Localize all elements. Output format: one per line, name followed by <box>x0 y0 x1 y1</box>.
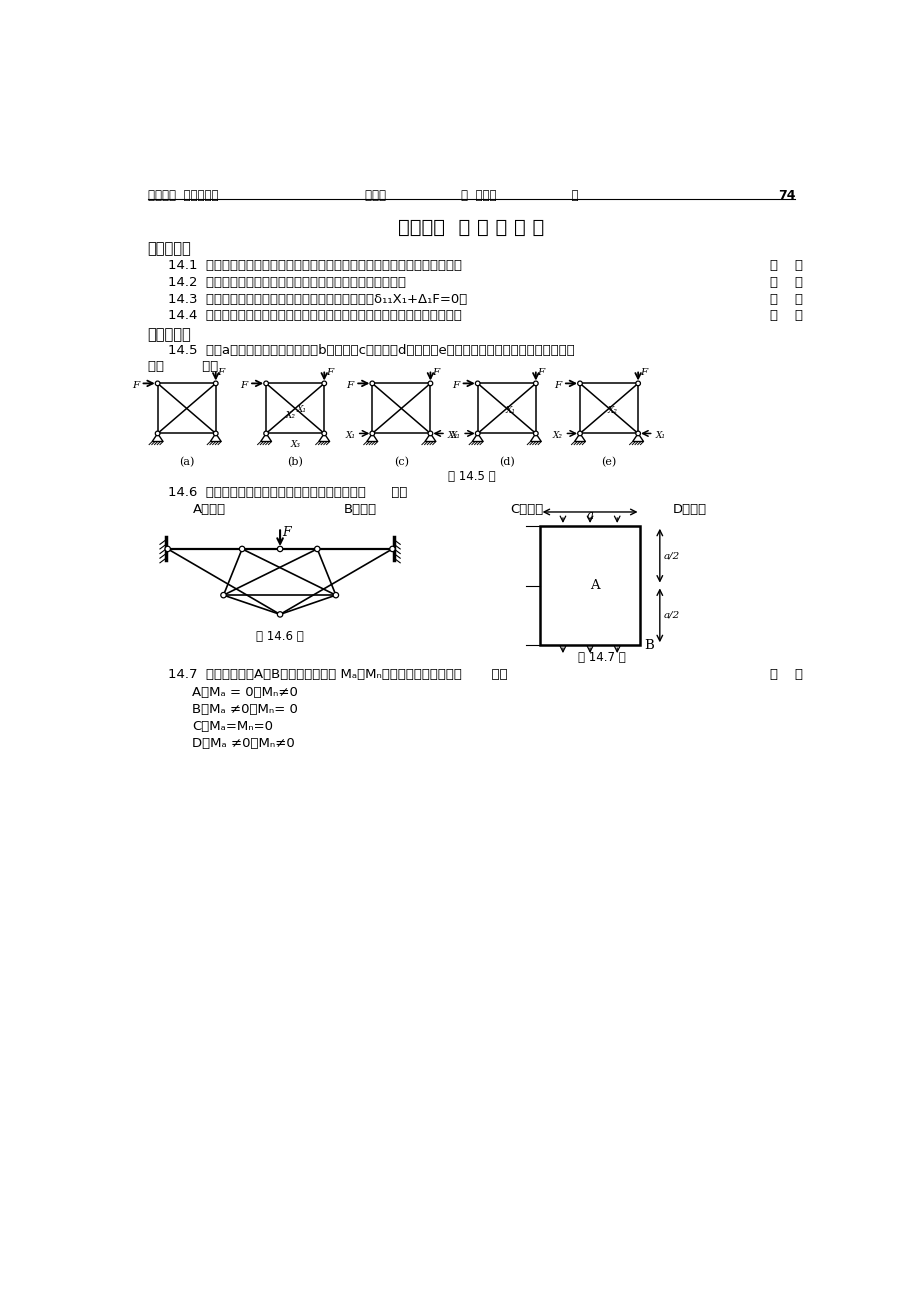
Text: B．五种: B．五种 <box>344 503 377 516</box>
Circle shape <box>333 592 338 598</box>
Text: 14.4  若结构和载荷均对称于同一轴，则结构的变形和内力必对称于该对称轴。: 14.4 若结构和载荷均对称于同一轴，则结构的变形和内力必对称于该对称轴。 <box>167 310 461 323</box>
Text: 题 14.5 图: 题 14.5 图 <box>448 470 494 483</box>
Circle shape <box>533 381 538 385</box>
Text: a/2: a/2 <box>663 611 679 620</box>
Text: X₁: X₁ <box>505 406 515 415</box>
Text: 第十四章  静 不 定 结 构: 第十四章 静 不 定 结 构 <box>398 217 544 237</box>
Text: (e): (e) <box>601 457 616 467</box>
Circle shape <box>427 431 432 436</box>
Text: X₁: X₁ <box>450 431 460 440</box>
Circle shape <box>277 612 282 617</box>
Circle shape <box>533 431 538 436</box>
Text: B．Mₐ ≠0，Mₙ= 0: B．Mₐ ≠0，Mₙ= 0 <box>192 703 298 716</box>
Circle shape <box>475 431 480 436</box>
Text: 二、选择题: 二、选择题 <box>147 327 191 342</box>
Bar <box>539 526 640 646</box>
Text: X₁: X₁ <box>296 405 306 414</box>
Text: F: F <box>537 368 544 378</box>
Text: X₂: X₂ <box>447 431 457 440</box>
Circle shape <box>635 431 640 436</box>
Text: 14.1  静不定结构的相当系统和补充方程不是唯一的，但其解答结果是唯一的。: 14.1 静不定结构的相当系统和补充方程不是唯一的，但其解答结果是唯一的。 <box>167 259 461 272</box>
Text: 14.7  图示刚架截面A、B上的弯矩分别为 Mₐ和Mₙ，由结构对称性可知（       ）。: 14.7 图示刚架截面A、B上的弯矩分别为 Mₐ和Mₙ，由结构对称性可知（ ）。 <box>167 668 506 681</box>
Text: 学号（                    ）  姓名（                    ）: 学号（ ） 姓名（ ） <box>364 189 578 202</box>
Text: （    ）: （ ） <box>769 293 802 306</box>
Text: X₁: X₁ <box>654 431 664 440</box>
Circle shape <box>390 547 395 552</box>
Text: 第十四章  静不定结构: 第十四章 静不定结构 <box>147 189 218 202</box>
Text: X₂: X₂ <box>552 431 562 440</box>
Text: 14.3  对于各种静不定问题，力法正则方程总可以写成δ₁₁X₁+Δ₁F=0。: 14.3 对于各种静不定问题，力法正则方程总可以写成δ₁₁X₁+Δ₁F=0。 <box>167 293 467 306</box>
Text: F: F <box>346 381 353 391</box>
Text: D．六种: D．六种 <box>673 503 707 516</box>
Text: C．四种: C．四种 <box>510 503 543 516</box>
Text: F: F <box>282 526 290 539</box>
Text: 题 14.7 图: 题 14.7 图 <box>577 651 625 664</box>
Text: A．三种: A．三种 <box>192 503 225 516</box>
Text: F: F <box>217 368 224 378</box>
Circle shape <box>155 381 160 385</box>
Text: 是（         ）。: 是（ ）。 <box>147 361 218 374</box>
Text: （    ）: （ ） <box>769 310 802 323</box>
Circle shape <box>155 431 160 436</box>
Circle shape <box>577 381 582 385</box>
Text: （    ）: （ ） <box>769 259 802 272</box>
Text: X₂: X₂ <box>607 406 618 415</box>
Text: X₁: X₁ <box>345 431 355 440</box>
Text: （    ）: （ ） <box>769 668 802 681</box>
Circle shape <box>635 381 640 385</box>
Circle shape <box>213 381 218 385</box>
Circle shape <box>369 381 374 385</box>
Circle shape <box>277 547 282 552</box>
Text: F: F <box>432 368 438 378</box>
Circle shape <box>577 431 582 436</box>
Text: a: a <box>586 509 593 522</box>
Text: (a): (a) <box>179 457 194 467</box>
Circle shape <box>221 592 226 598</box>
Circle shape <box>264 431 268 436</box>
Text: 14.2  工程中各种结构的支座沉陷都将引起结构的变形和应力。: 14.2 工程中各种结构的支座沉陷都将引起结构的变形和应力。 <box>167 276 405 289</box>
Circle shape <box>475 381 480 385</box>
Circle shape <box>322 381 326 385</box>
Text: F: F <box>451 381 459 391</box>
Text: D．Mₐ ≠0，Mₙ≠0: D．Mₐ ≠0，Mₙ≠0 <box>192 737 295 750</box>
Text: (d): (d) <box>498 457 514 467</box>
Circle shape <box>369 431 374 436</box>
Text: X₂: X₂ <box>285 410 295 419</box>
Text: C．Mₐ=Mₙ=0: C．Mₐ=Mₙ=0 <box>192 720 273 733</box>
Text: 14.5  图（a）所示静不定桁架，图（b）、图（c）、图（d）、图（e）表示其四种相当系统，其中正确的: 14.5 图（a）所示静不定桁架，图（b）、图（c）、图（d）、图（e）表示其四… <box>167 344 573 357</box>
Text: X₃: X₃ <box>289 440 300 449</box>
Text: F: F <box>639 368 646 378</box>
Text: A．Mₐ = 0，Mₙ≠0: A．Mₐ = 0，Mₙ≠0 <box>192 686 298 699</box>
Text: B: B <box>643 639 653 652</box>
Text: F: F <box>553 381 561 391</box>
Text: 14.6  图示静不定桁架，能选取的相当系统最多有（      ）。: 14.6 图示静不定桁架，能选取的相当系统最多有（ ）。 <box>167 486 406 499</box>
Circle shape <box>322 431 326 436</box>
Text: 一、是非题: 一、是非题 <box>147 241 191 256</box>
Circle shape <box>264 381 268 385</box>
Text: 题 14.6 图: 题 14.6 图 <box>255 630 303 643</box>
Circle shape <box>239 547 244 552</box>
Circle shape <box>165 547 170 552</box>
Circle shape <box>213 431 218 436</box>
Text: F: F <box>240 381 247 391</box>
Text: （    ）: （ ） <box>769 276 802 289</box>
Circle shape <box>427 381 432 385</box>
Text: A: A <box>590 579 599 592</box>
Text: F: F <box>325 368 333 378</box>
Text: 74: 74 <box>777 189 795 202</box>
Text: (b): (b) <box>287 457 302 467</box>
Circle shape <box>314 547 320 552</box>
Text: F: F <box>131 381 139 391</box>
Text: (c): (c) <box>393 457 408 467</box>
Text: a/2: a/2 <box>663 551 679 560</box>
